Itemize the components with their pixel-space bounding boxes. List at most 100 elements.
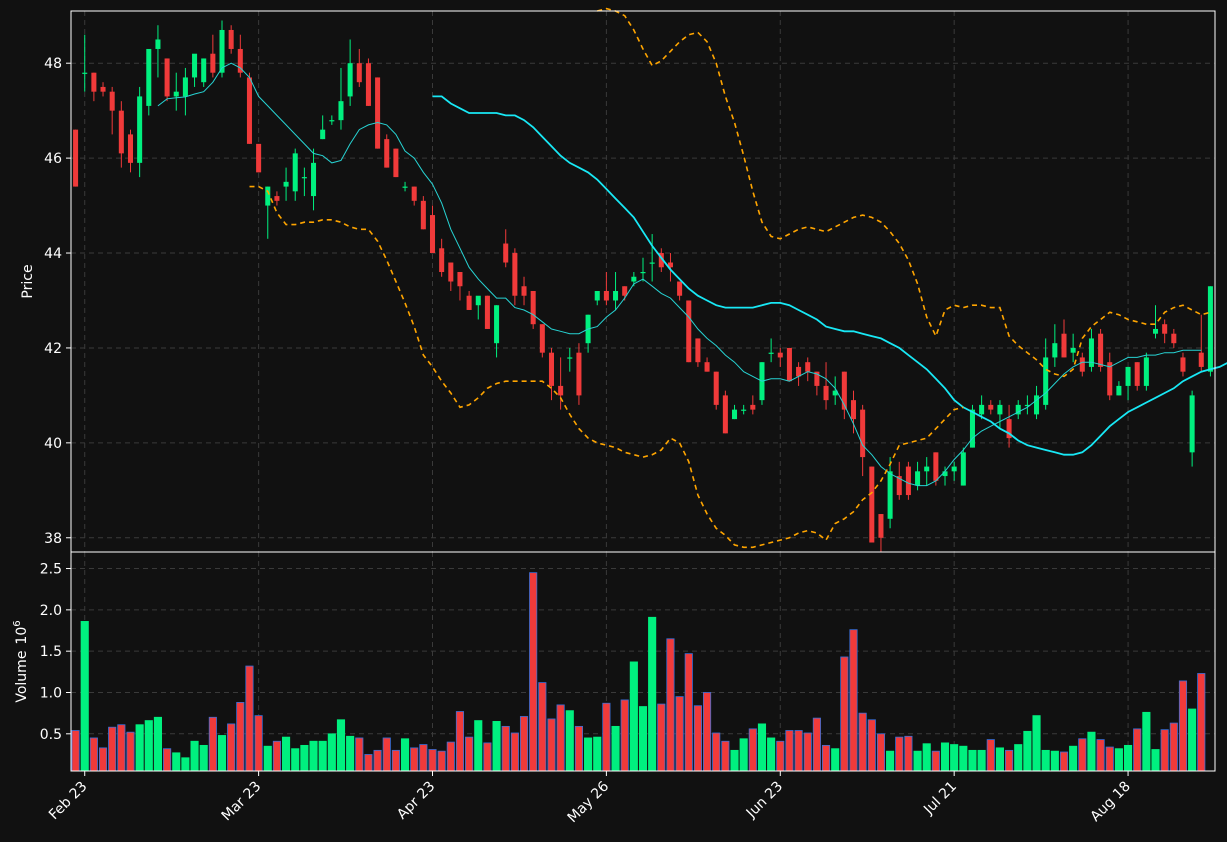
candle-body [347,63,353,97]
volume-bar [263,745,272,772]
candle-body [951,466,957,472]
candle-body [311,162,317,197]
slow-moving-average-line [432,95,1227,456]
candle-body [667,262,673,268]
candle-body [1015,404,1021,415]
candle-body [969,409,975,448]
candle-body [722,395,728,434]
volume-bar [71,730,80,772]
candle-body [1116,385,1122,396]
volume-bar [135,724,144,772]
candle-body [695,338,701,363]
price-tick-label: 44 [44,246,62,262]
candle-body [988,404,994,410]
volume-bar [648,616,657,772]
volume-bar [1041,749,1050,772]
volume-bar [300,744,309,772]
volume-bar [455,711,465,772]
candle-body [1189,395,1195,453]
price-tick-label: 42 [44,341,62,357]
volume-bar [803,732,812,772]
candle-body [942,471,948,477]
volume-bar [556,704,565,772]
candle-body [1180,357,1186,372]
volume-bar [217,735,227,772]
candle-body [320,129,326,140]
price-tick-label: 40 [44,436,62,452]
volume-bar [254,715,263,772]
volume-bar [1069,745,1078,772]
candle-body [850,400,857,420]
price-axis-label: Price [20,264,36,298]
volume-bar [1169,722,1178,772]
candle-body [512,253,518,296]
x-tick-label: Jun 23 [743,779,786,822]
price-tick-label: 48 [44,56,62,72]
candle-body [613,290,619,301]
volume-bar [410,747,419,772]
volume-bar [831,748,840,772]
candle-body [686,300,692,363]
volume-bar [767,737,776,772]
volume-tick-label: 2.0 [40,603,62,619]
volume-bar [904,735,913,772]
volume-bar [519,716,529,772]
candle-body [137,96,143,163]
candle-body [915,471,921,486]
volume-tick-label: 0.5 [40,727,62,743]
volume-bar [1197,673,1206,772]
volume-bar [977,749,986,772]
candle-body [905,466,911,496]
candle-body [228,29,234,49]
candle-body [960,452,966,486]
candle-body [841,371,847,410]
candle-body [603,290,609,301]
candle-body [1125,366,1131,386]
x-tick-label: Mar 23 [219,779,265,825]
candle-body [1079,357,1085,372]
price-grid [71,11,1215,552]
x-tick-label: Feb 23 [46,779,91,824]
volume-bar [538,682,547,772]
volume-bar [565,710,574,772]
candle-body [164,58,170,97]
candle-body [823,385,829,401]
volume-bar [1096,739,1105,772]
volume-bar [950,744,959,772]
volume-bar [1151,749,1160,772]
candle-body [979,404,985,415]
volume-bar [794,730,803,772]
volume-bar [812,717,821,772]
volume-bar [940,742,950,772]
volume-bar [1087,731,1096,772]
candle-body [484,295,490,329]
candlesticks [73,20,1213,552]
candle-body [466,295,472,310]
volume-bar [529,572,538,772]
candle-body [1171,333,1177,344]
volume-bar [1078,738,1087,772]
volume-bars [71,572,1206,772]
volume-bar [1032,715,1041,772]
volume-bar [968,749,977,772]
volume-bar [629,661,638,772]
volume-axis-label: Volume 106 [12,620,30,702]
volume-bar [657,703,666,772]
candle-body [1088,338,1094,367]
candle-body [173,91,179,97]
upper-band-line [596,7,1211,378]
candle-body [658,253,664,268]
volume-bar [821,744,831,772]
volume-bar [309,740,318,772]
volume-bar [730,749,739,772]
candle-body [777,352,783,358]
candle-body [548,352,554,386]
candle-body [448,262,454,282]
volume-bar [684,653,693,772]
volume-bar [465,736,474,772]
volume-bar [291,748,300,772]
candle-body [1024,404,1030,407]
candle-body [82,72,88,74]
